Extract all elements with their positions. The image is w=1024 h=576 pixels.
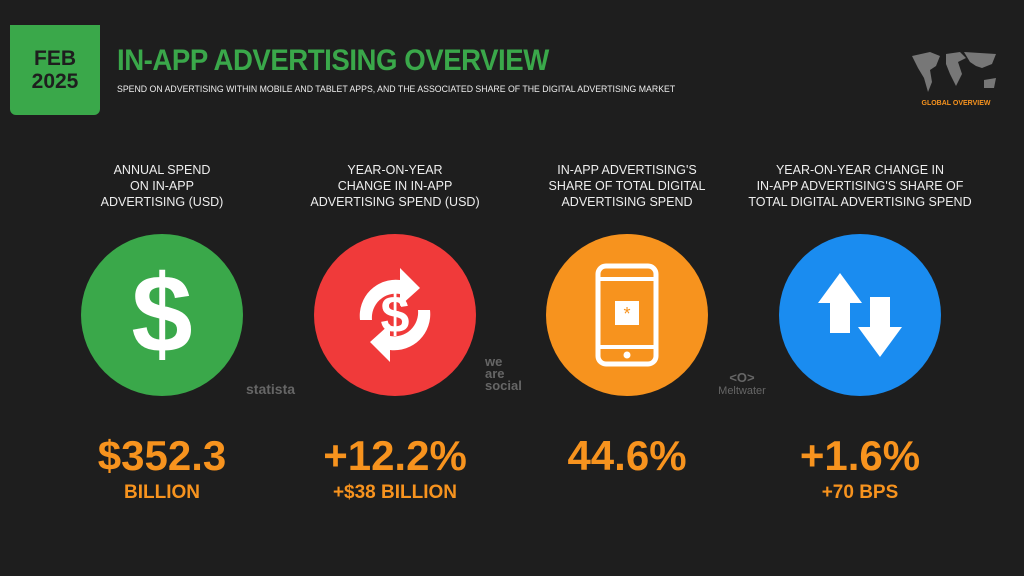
page-subtitle: SPEND ON ADVERTISING WITHIN MOBILE AND T… <box>117 84 676 95</box>
dollar-change-arrows-icon: $ <box>314 234 476 396</box>
stat-annual-spend: ANNUAL SPEND ON IN-APP ADVERTISING (USD)… <box>47 162 277 504</box>
date-month: FEB <box>34 47 76 70</box>
meltwater-label: Meltwater <box>718 385 766 397</box>
dollar-icon: $ <box>81 234 243 396</box>
stat-yoy-share: YEAR-ON-YEAR CHANGE IN IN-APP ADVERTISIN… <box>745 162 975 504</box>
svg-text:*: * <box>623 304 630 324</box>
stat-sub: +$38 BILLION <box>332 482 458 503</box>
stat-share: IN-APP ADVERTISING'S SHARE OF TOTAL DIGI… <box>512 162 742 482</box>
stat-value: $352.3 <box>97 432 227 479</box>
stat-value: +1.6% <box>799 432 921 479</box>
stat-value: +12.2% <box>323 432 467 479</box>
svg-text:$: $ <box>381 286 410 344</box>
up-down-arrows-icon <box>779 234 941 396</box>
smartphone-icon: * <box>546 234 708 396</box>
world-map-icon <box>912 52 996 92</box>
stat-sub: BILLION <box>124 482 200 503</box>
date-badge: FEB 2025 <box>10 25 100 115</box>
stat-label: YEAR-ON-YEAR CHANGE IN IN-APP ADVERTISIN… <box>748 163 972 209</box>
we-are-social-logo: we are social <box>485 354 522 393</box>
stat-value: 44.6% <box>567 432 687 479</box>
meltwater-logo: <O> Meltwater <box>710 370 774 397</box>
statista-logo: statista <box>246 381 296 397</box>
page-title: IN-APP ADVERTISING OVERVIEW <box>117 44 549 77</box>
stat-label: IN-APP ADVERTISING'S SHARE OF TOTAL DIGI… <box>548 163 706 209</box>
region-label: GLOBAL OVERVIEW <box>921 100 991 107</box>
stat-sub: +70 BPS <box>821 482 899 503</box>
stat-label: ANNUAL SPEND ON IN-APP ADVERTISING (USD) <box>100 163 224 209</box>
stat-label: YEAR-ON-YEAR CHANGE IN IN-APP ADVERTISIN… <box>310 163 480 209</box>
date-year: 2025 <box>31 70 79 93</box>
stat-yoy-spend: YEAR-ON-YEAR CHANGE IN IN-APP ADVERTISIN… <box>280 162 510 504</box>
meltwater-icon: <O> <box>729 370 755 385</box>
